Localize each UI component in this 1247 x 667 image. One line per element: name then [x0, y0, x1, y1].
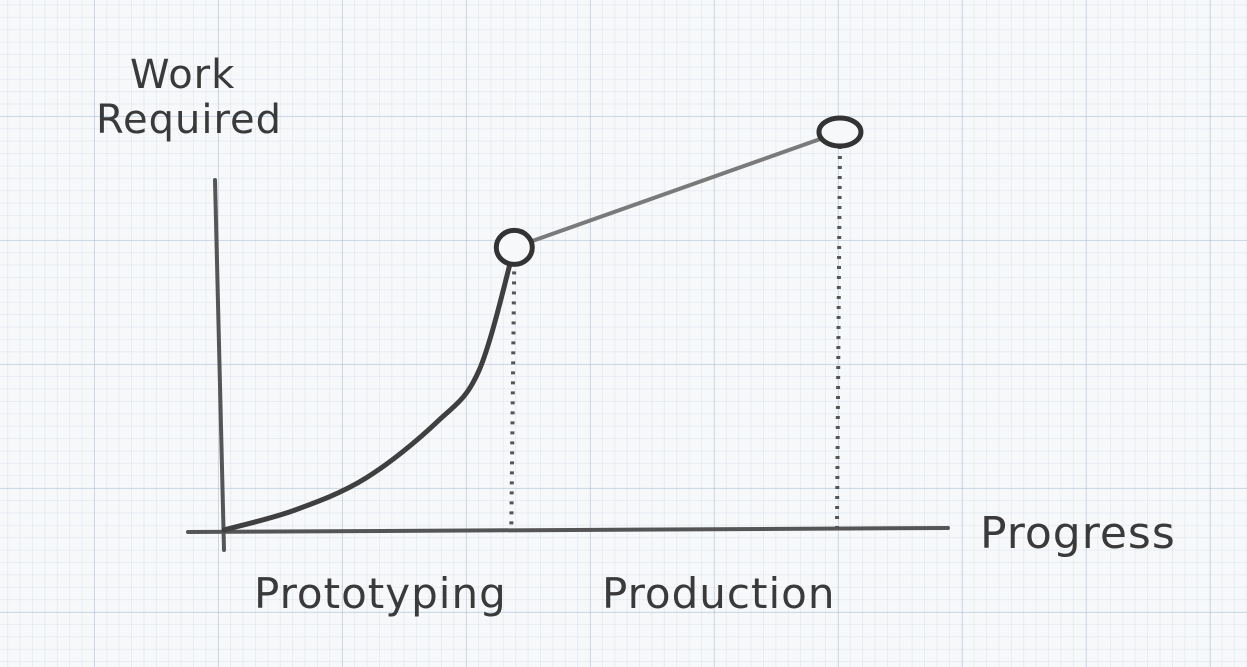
- point-marker-1: [493, 227, 535, 267]
- point-marker-2: [816, 115, 864, 149]
- series-line-2: [512, 130, 842, 250]
- guide-line-1: [509, 261, 517, 531]
- x-axis: [186, 526, 950, 534]
- y-axis: [213, 178, 226, 552]
- y-axis-label: Work Required: [96, 52, 282, 143]
- y-axis-label-line-1: Work: [130, 52, 235, 98]
- x-axis-label: Progress: [980, 508, 1176, 559]
- guide-line-2: [834, 145, 842, 531]
- series-line-1: [221, 244, 517, 533]
- phase-label-prototyping: Prototyping: [254, 569, 507, 618]
- phase-label-production: Production: [602, 569, 835, 618]
- y-axis-label-line-2: Required: [96, 97, 282, 143]
